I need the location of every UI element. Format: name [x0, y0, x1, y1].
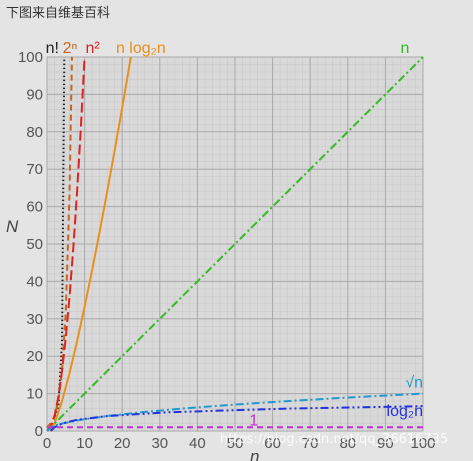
curve-6 [50, 405, 424, 432]
x-tick-label: 50 [227, 435, 244, 452]
x-axis-label: n [250, 447, 259, 461]
x-tick-label: 30 [151, 435, 168, 452]
y-tick-label: 10 [26, 386, 43, 403]
x-tick-label: 10 [76, 435, 93, 452]
major-grid [46, 56, 424, 432]
y-tick-label: 20 [26, 348, 43, 365]
curve-label-3: n log₂n [116, 40, 166, 57]
y-tick-label: 40 [26, 273, 43, 290]
y-tick-label: 50 [26, 236, 43, 253]
tick-labels: 0 10 20 30 40 50 60 70 80 90 100 0 10 20 30 40 50 60 70 80 9… [18, 49, 436, 452]
y-tick-label: 80 [26, 124, 43, 141]
watermark: https://blog.csdn.net/qq_36616735 [220, 432, 449, 447]
x-tick-label: 40 [189, 435, 206, 452]
y-tick-label: 30 [26, 311, 43, 328]
curves [46, 56, 424, 432]
y-tick-label: 0 [35, 423, 43, 440]
curve-label-7: 1 [249, 412, 258, 429]
curve-label-5: √n [405, 375, 423, 392]
y-tick-label: 60 [26, 199, 43, 216]
y-tick-label: 70 [26, 161, 43, 178]
x-tick-label: 0 [43, 435, 51, 452]
x-tick-label: 60 [264, 435, 281, 452]
caption: 下图来自维基百科 [6, 6, 111, 21]
curve-label-0: n! [46, 40, 59, 57]
curve-3 [49, 56, 132, 432]
curve-labels: n! 2ⁿ n² n log₂n n √n log₂n 1 [46, 40, 423, 429]
x-tick-label: 80 [339, 435, 356, 452]
curve-label-2: n² [85, 40, 100, 57]
y-axis-label: N [6, 217, 19, 236]
y-tick-label: 100 [18, 49, 43, 66]
x-tick-label: 90 [377, 435, 394, 452]
curve-label-4: n [401, 40, 410, 57]
y-tick-label: 90 [26, 86, 43, 103]
x-tick-label: 100 [410, 435, 435, 452]
curve-label-6: log₂n [387, 403, 423, 420]
curve-label-1: 2ⁿ [63, 40, 78, 57]
x-tick-label: 20 [114, 435, 131, 452]
x-tick-label: 70 [302, 435, 319, 452]
